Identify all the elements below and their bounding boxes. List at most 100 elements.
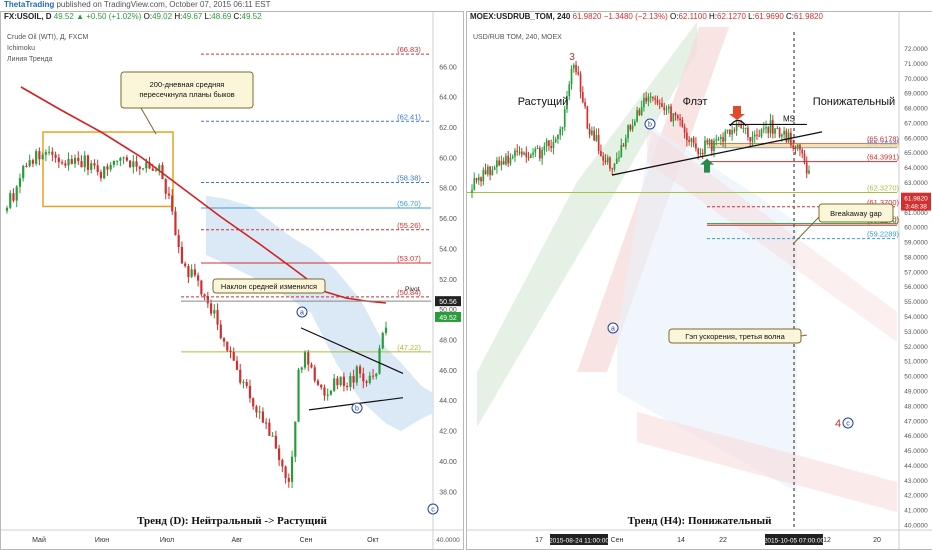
usdrub-x-tick-label: 14 bbox=[677, 537, 685, 544]
usdrub-candle bbox=[496, 160, 498, 168]
oil-candle bbox=[86, 155, 90, 170]
usdrub-candle bbox=[509, 158, 512, 164]
oil-candle bbox=[362, 373, 365, 382]
usdrub-chart-canvas[interactable]: (65.6178)(65.3434) (64.3991) (62.3270) (61.… bbox=[467, 12, 932, 549]
oil-candle bbox=[384, 327, 388, 333]
oil-x-tick-label: Май bbox=[32, 536, 46, 544]
usdrub-candle bbox=[563, 109, 566, 127]
usdrub-candle bbox=[747, 127, 749, 138]
usdrub-candle bbox=[477, 177, 480, 181]
usdrub-callout-acceleration: Гэп ускорения, третья волна bbox=[685, 332, 785, 341]
usdrub-candle bbox=[471, 189, 473, 193]
usdrub-y-tick-label: 50.0000 bbox=[904, 374, 928, 381]
usdrub-candle bbox=[545, 140, 548, 147]
usdrub-phase-flat: Флэт bbox=[683, 96, 708, 108]
usdrub-candle bbox=[636, 110, 638, 122]
usdrub-candle bbox=[796, 144, 799, 149]
oil-candle bbox=[229, 350, 232, 352]
oil-candle bbox=[323, 387, 326, 396]
oil-indicator-ichimoku[interactable]: Ichimoku bbox=[7, 45, 36, 52]
usdrub-candle bbox=[527, 157, 530, 159]
usdrub-candle bbox=[473, 178, 476, 190]
usdrub-chart-panel[interactable]: MOEX:USDRUB_TOM, 240 61.9820 −1.3480 (−2… bbox=[466, 11, 932, 550]
oil-y-tick-label: 54.00 bbox=[439, 246, 457, 253]
oil-callout-line-1: 200-дневная средняя bbox=[150, 80, 225, 89]
oil-consolidation-box bbox=[42, 131, 174, 208]
oil-candle bbox=[177, 234, 180, 247]
usdrub-candle bbox=[539, 148, 541, 159]
oil-chart-panel[interactable]: FX:USOIL, D 49.52 ▲ +0.50 (+1.02%) O:49.… bbox=[0, 11, 464, 550]
usdrub-candle bbox=[683, 126, 686, 133]
oil-candle bbox=[193, 269, 196, 276]
usdrub-candle bbox=[568, 84, 571, 97]
oil-candle bbox=[378, 348, 381, 374]
usdrub-candle bbox=[801, 149, 804, 154]
oil-candle bbox=[128, 160, 132, 168]
usdrub-candle bbox=[541, 149, 543, 159]
usdrub-candle bbox=[606, 157, 609, 163]
usdrub-ohlc-l-key: L: bbox=[748, 12, 755, 21]
usdrub-candle bbox=[647, 96, 650, 102]
usdrub-candle bbox=[602, 156, 605, 161]
oil-ohlc-h: 49.67 bbox=[182, 12, 203, 21]
usdrub-time-badge bbox=[765, 534, 823, 545]
usdrub-candle bbox=[575, 64, 577, 73]
usdrub-candle bbox=[652, 96, 654, 99]
oil-candle bbox=[83, 155, 86, 168]
usdrub-y-tick-label: 68.0000 bbox=[904, 106, 928, 113]
usdrub-candle bbox=[676, 115, 679, 119]
usdrub-candle bbox=[753, 134, 756, 137]
usdrub-candle bbox=[710, 139, 713, 152]
oil-candle bbox=[381, 332, 384, 349]
usdrub-candle bbox=[627, 125, 629, 139]
usdrub-candle bbox=[733, 130, 736, 132]
usdrub-falling-channel-low bbox=[637, 412, 897, 512]
usdrub-y-tick-label: 69.0000 bbox=[904, 91, 928, 98]
usdrub-y-tick-label: 66.0000 bbox=[904, 135, 928, 142]
oil-candle bbox=[310, 364, 313, 368]
oil-chart-canvas[interactable]: (66.83) (62.41) (58.38) (56.70) (55.26) (53.0… bbox=[1, 12, 463, 549]
oil-ichimoku-cloud bbox=[206, 195, 433, 432]
oil-candle bbox=[12, 193, 15, 201]
oil-candle bbox=[70, 159, 73, 164]
oil-ohlc-c-key: C: bbox=[233, 12, 242, 21]
usdrub-candle bbox=[629, 125, 632, 130]
usdrub-candle bbox=[523, 152, 525, 155]
usdrub-candle bbox=[667, 106, 670, 109]
oil-candle bbox=[73, 157, 77, 164]
usdrub-level-label: (64.3991) bbox=[867, 153, 900, 162]
oil-candle bbox=[239, 369, 242, 383]
usdrub-ms-label: MS bbox=[783, 114, 795, 123]
oil-candle bbox=[77, 157, 80, 162]
usdrub-candle bbox=[480, 177, 482, 182]
oil-candle bbox=[67, 159, 70, 166]
usdrub-y-tick-label: 42.0000 bbox=[904, 493, 928, 500]
usdrub-candle bbox=[514, 150, 516, 157]
oil-candle bbox=[80, 161, 83, 168]
brand-name[interactable]: ThetaTrading bbox=[4, 0, 55, 9]
usdrub-candle bbox=[656, 99, 659, 104]
oil-wave-marker bbox=[351, 402, 363, 414]
oil-indicator-name[interactable]: Crude Oil (WTI), Д, FXCM bbox=[7, 34, 89, 41]
oil-x-tick-label: Авг bbox=[232, 537, 243, 544]
oil-candle bbox=[184, 263, 187, 267]
usdrub-indicator-name[interactable]: USD/RUB TOM, 240, MOEX bbox=[473, 34, 562, 41]
oil-level-label: (50.84) bbox=[397, 288, 421, 297]
usdrub-time-badge-label: 2015-10-05 07:00:00 bbox=[764, 538, 825, 545]
oil-wave-marker bbox=[427, 503, 439, 515]
oil-indicator-trendline[interactable]: Линия Тренда bbox=[7, 56, 53, 63]
usdrub-candle bbox=[618, 157, 620, 159]
usdrub-candle bbox=[735, 124, 738, 131]
oil-candle bbox=[307, 352, 310, 365]
oil-last-price: 49.52 bbox=[53, 12, 74, 21]
usdrub-y-tick-label: 70.0000 bbox=[904, 76, 928, 83]
oil-candle bbox=[255, 406, 258, 413]
oil-candle bbox=[265, 422, 268, 424]
usdrub-candle bbox=[640, 107, 643, 115]
usdrub-wave-label: 3 bbox=[569, 52, 575, 63]
oil-candle bbox=[200, 280, 203, 295]
oil-candle bbox=[22, 165, 25, 179]
oil-y-tick-label: 38.00 bbox=[439, 489, 457, 496]
oil-candle bbox=[116, 160, 119, 162]
usdrub-candle bbox=[756, 134, 758, 136]
